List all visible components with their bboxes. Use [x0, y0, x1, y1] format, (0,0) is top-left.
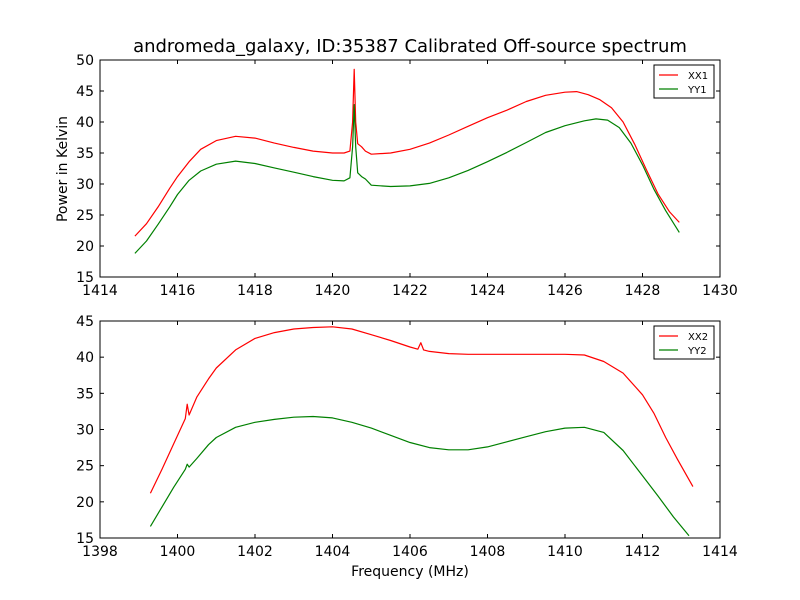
x-tick-label: 1422 [392, 283, 428, 299]
x-tick-label: 1414 [82, 283, 118, 299]
bottom-panel: 1398 1400 1402 1404 1406 1408 1410 1412 1414 15 20… [76, 314, 738, 560]
legend-box [653, 325, 715, 360]
x-tick-label: 1426 [547, 283, 583, 299]
y-tick-label: 20 [76, 239, 94, 255]
series-line-xx2 [149, 326, 694, 494]
x-tick-label: 1398 [82, 544, 118, 560]
x-axis-label: Frequency (MHz) [351, 564, 469, 580]
y-axis-label: Power in Kelvin [55, 116, 71, 222]
y-tick-label: 20 [76, 495, 94, 511]
y-tick-label: 15 [76, 531, 94, 547]
series-line-yy1 [134, 103, 680, 254]
x-tick-label: 1418 [237, 283, 273, 299]
x-tick-label: 1410 [547, 544, 583, 560]
legend-label-xx2: XX2 [688, 332, 708, 343]
x-tick-label: 1408 [470, 544, 506, 560]
legend-label-yy1: YY1 [687, 85, 707, 96]
x-tick-label: 1424 [470, 283, 506, 299]
x-tick-label: 1406 [392, 544, 428, 560]
y-tick-label: 30 [76, 423, 94, 439]
x-tick-label: 1416 [160, 283, 196, 299]
legend-label-yy2: YY2 [687, 346, 707, 357]
y-tick-label: 45 [76, 314, 94, 330]
series-line-xx1 [134, 68, 680, 237]
x-tick-label: 1402 [237, 544, 273, 560]
x-tick-label: 1420 [315, 283, 351, 299]
y-tick-label: 15 [76, 270, 94, 286]
legend-box [653, 64, 715, 99]
y-tick-label: 25 [76, 208, 94, 224]
y-tick-label: 45 [76, 84, 94, 100]
y-tick-label: 40 [76, 350, 94, 366]
y-tick-label: 35 [76, 146, 94, 162]
y-tick-label: 30 [76, 177, 94, 193]
chart-title: andromeda_galaxy, ID:35387 Calibrated Of… [133, 36, 687, 57]
legend-label-xx1: XX1 [688, 71, 708, 82]
x-tick-label: 1428 [625, 283, 661, 299]
x-tick-label: 1414 [702, 544, 738, 560]
series-line-yy2 [149, 415, 690, 537]
x-tick-label: 1404 [315, 544, 351, 560]
y-tick-label: 40 [76, 115, 94, 131]
top-panel: 1414 1416 1418 1420 1422 1424 1426 1428 1430 15 20… [76, 53, 738, 299]
x-tick-label: 1430 [702, 283, 738, 299]
y-tick-label: 35 [76, 386, 94, 402]
y-tick-label: 50 [76, 53, 94, 69]
x-tick-label: 1400 [160, 544, 196, 560]
y-tick-label: 25 [76, 459, 94, 475]
x-tick-label: 1412 [625, 544, 661, 560]
